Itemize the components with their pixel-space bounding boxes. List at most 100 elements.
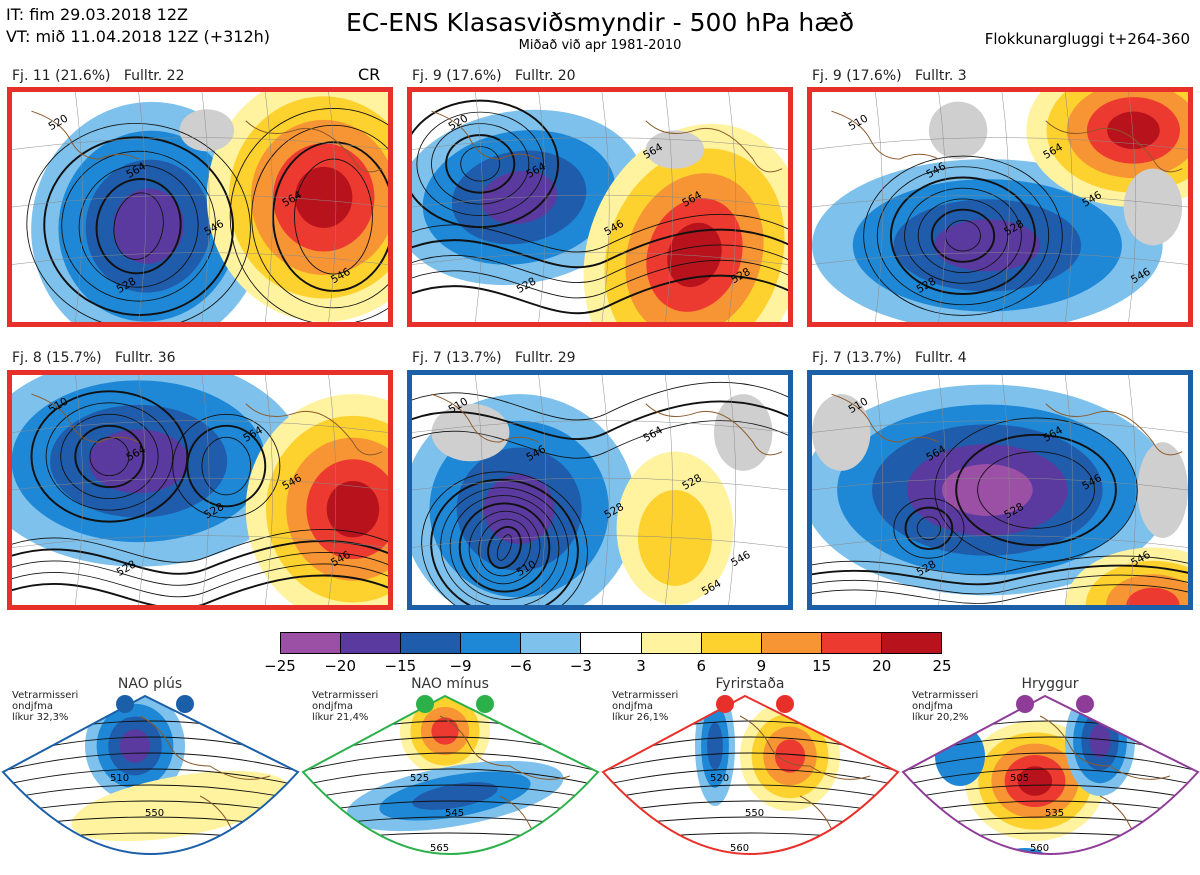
height-contour: [186, 424, 267, 508]
graticule-line: [12, 194, 388, 208]
regime-note-line: Vetrarmisseri: [12, 690, 79, 701]
panel-6-label: Fj. 7 (13.7%) Fulltr. 4: [812, 350, 967, 366]
coastline: [831, 110, 939, 160]
height-contour: [12, 574, 388, 605]
regime-title: Fyrirstaða: [715, 676, 785, 692]
regime-frame: [901, 694, 1200, 855]
height-contour: [603, 784, 898, 803]
graticule-line: [728, 375, 737, 605]
graticule-line: [875, 92, 883, 322]
graticule-line: [812, 194, 1188, 208]
graticule-line: [665, 375, 673, 605]
colorbar-segment: [581, 633, 642, 653]
graticule-line: [1065, 375, 1073, 605]
colorbar-segment: [641, 633, 702, 653]
graticule-line: [1001, 375, 1010, 605]
colorbar-segment: [281, 633, 342, 653]
graticule-line: [265, 92, 273, 322]
height-contour: [113, 192, 164, 260]
colorbar-tick-label: 3: [636, 657, 646, 675]
height-contour: [12, 540, 388, 575]
height-contour: [26, 122, 251, 322]
colorbar-tick-label: −25: [264, 657, 296, 675]
anomaly-area: [1126, 587, 1180, 605]
coastline: [31, 110, 139, 160]
height-contour: [955, 433, 1117, 547]
colorbar-segment: [821, 633, 882, 653]
coastline: [245, 403, 383, 456]
anomaly-colorbar: [280, 632, 942, 654]
coastline: [645, 403, 783, 456]
colorbar-tick-label: −9: [449, 657, 472, 675]
height-contour: [431, 123, 530, 205]
height-contour: [904, 187, 1022, 284]
graticule-line: [412, 137, 788, 150]
graticule-line: [475, 92, 483, 322]
colorbar-segment: [401, 633, 462, 653]
height-contour: [30, 390, 189, 523]
height-contour: [229, 108, 388, 322]
anomaly-area: [1107, 111, 1160, 150]
regime-note-line: líkur 21,4%: [312, 712, 369, 723]
coastline: [431, 110, 539, 160]
graticule-line: [12, 252, 388, 265]
cluster-map-2: 520 528 546 564 528 564 564: [407, 87, 793, 327]
regime-blocking: 520 550 560 Fyrirstaða Vetrarmisseri ondjfma l…: [600, 676, 900, 871]
height-contour: [95, 178, 182, 275]
height-contour: [496, 534, 513, 561]
contour-label: 560: [730, 843, 749, 854]
colorbar-tick-label: 6: [696, 657, 707, 675]
cluster-members: Fulltr. 29: [514, 350, 576, 366]
height-contour: [201, 436, 252, 496]
height-contour: [416, 111, 544, 217]
height-contour: [930, 208, 996, 263]
height-contour: [863, 155, 1063, 316]
graticule-line: [138, 92, 147, 322]
regime-marker: [716, 695, 734, 713]
cluster-members: Fulltr. 3: [914, 68, 967, 84]
graticule-line: [538, 375, 547, 605]
anomaly-area: [326, 480, 380, 538]
graticule-line: [412, 420, 788, 433]
cluster-label: Fj. 9 (17.6%): [412, 68, 502, 84]
anomaly-area: [934, 219, 1041, 272]
height-contour: [412, 274, 788, 315]
height-contour: [3, 768, 298, 789]
coastline: [1039, 715, 1171, 780]
height-contour: [812, 574, 1188, 595]
anomaly-area: [774, 739, 806, 773]
header-info: IT: fim 29.03.2018 12Z VT: mið 11.04.201…: [6, 4, 270, 48]
regime-frame: [301, 694, 600, 855]
height-contour: [603, 752, 898, 775]
graticule-line: [328, 375, 337, 605]
graticule-line: [12, 137, 388, 150]
coastline: [431, 393, 539, 443]
contour-label: 565: [430, 843, 449, 854]
height-contour: [468, 510, 541, 585]
graticule-line: [201, 375, 210, 605]
graticule-line: [328, 92, 337, 322]
colorbar-tick-label: −15: [384, 657, 417, 675]
graticule-line: [812, 252, 1188, 265]
cluster-map-3: 510 528 528 546 546 546 564: [807, 87, 1193, 327]
graticule-line: [812, 477, 1188, 491]
regime-title: NAO plús: [117, 676, 183, 692]
regime-marker: [1016, 695, 1034, 713]
contour-label: 510: [110, 773, 129, 784]
anomaly-area: [119, 729, 151, 763]
graticule-line: [12, 477, 388, 491]
coastline: [1045, 403, 1183, 456]
graticule-line: [938, 375, 947, 605]
graticule-line: [265, 375, 273, 605]
regime-frame: [601, 694, 900, 855]
graticule-line: [475, 375, 483, 605]
cluster-map-4: 510 528 528 546 546 564 564: [7, 370, 393, 610]
anomaly-area: [179, 109, 235, 152]
graticule-line: [412, 477, 788, 491]
panel-1-label: Fj. 11 (21.6%) Fulltr. 22: [12, 68, 185, 84]
colorbar-segment: [521, 633, 582, 653]
regime-note-line: ondjfma: [12, 701, 53, 712]
contour-label: 550: [145, 808, 164, 819]
